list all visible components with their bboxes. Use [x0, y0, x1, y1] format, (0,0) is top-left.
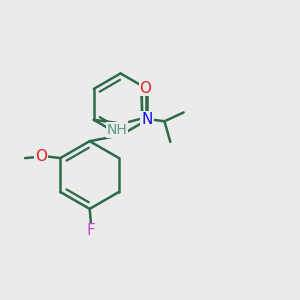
Text: O: O [35, 149, 47, 164]
Text: O: O [139, 80, 151, 95]
Text: N: N [142, 112, 153, 127]
Text: F: F [87, 224, 95, 238]
Text: NH: NH [107, 123, 128, 137]
